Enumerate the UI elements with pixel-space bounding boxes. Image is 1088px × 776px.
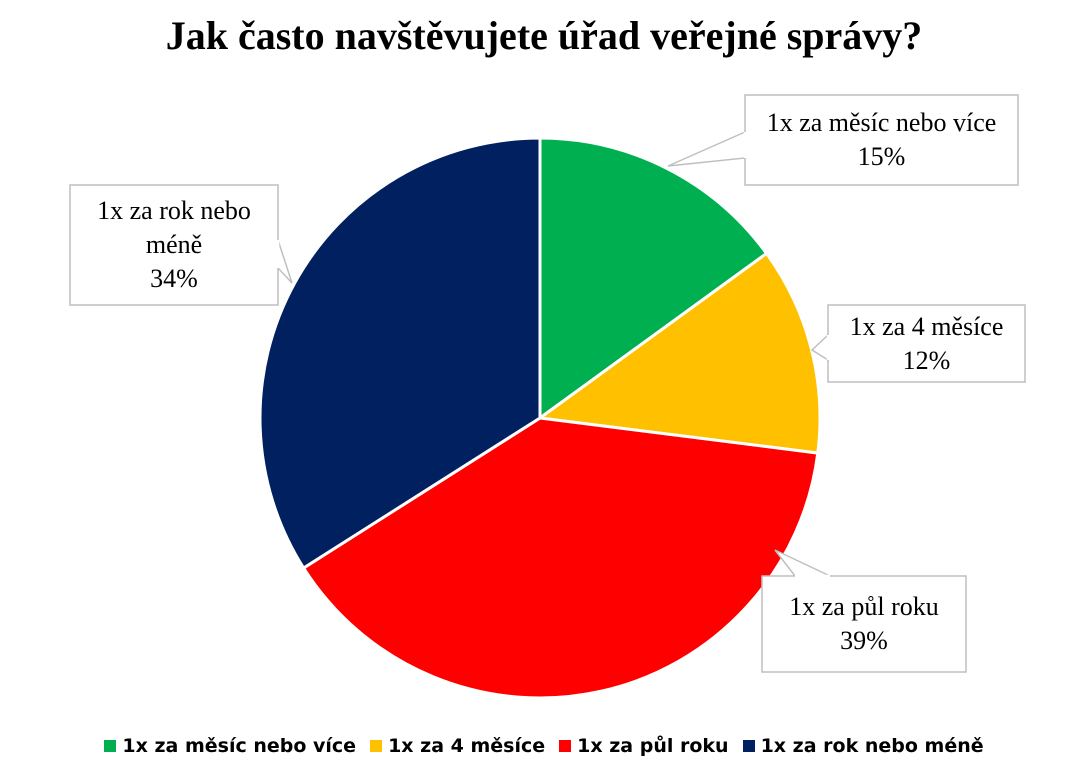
legend-item: 1x za 4 měsíce bbox=[370, 735, 545, 757]
legend: 1x za měsíc nebo více 1x za 4 měsíce 1x za… bbox=[0, 735, 1088, 757]
callout-box bbox=[827, 304, 1026, 383]
data-label-category: 1x za rok nebo méně bbox=[97, 196, 251, 259]
legend-swatch bbox=[559, 740, 572, 752]
callout-pointer bbox=[277, 239, 293, 284]
legend-label: 1x za půl roku bbox=[577, 735, 729, 757]
legend-item: 1x za měsíc nebo více bbox=[104, 735, 356, 757]
callout-box bbox=[744, 94, 1019, 186]
chart-title: Jak často navštěvujete úřad veřejné sprá… bbox=[165, 13, 923, 58]
data-label-value: 39% bbox=[840, 626, 888, 655]
pie-slice bbox=[538, 136, 769, 421]
legend-swatch bbox=[370, 740, 383, 752]
callout-pointer bbox=[667, 130, 746, 167]
legend-label: 1x za rok nebo méně bbox=[760, 735, 984, 757]
callout-box bbox=[761, 575, 967, 673]
legend-label: 1x za 4 měsíce bbox=[388, 735, 546, 757]
callout-box bbox=[69, 184, 279, 306]
legend-item: 1x za půl roku bbox=[559, 735, 729, 757]
data-label: 1x za měsíc nebo více 15% bbox=[753, 95, 1010, 185]
pie-slice bbox=[258, 136, 542, 571]
pie-slice bbox=[536, 251, 822, 455]
legend-swatch bbox=[742, 740, 755, 752]
data-label-value: 34% bbox=[150, 264, 198, 293]
legend-swatch bbox=[104, 740, 117, 752]
data-label: 1x za 4 měsíce 12% bbox=[836, 305, 1017, 382]
legend-item: 1x za rok nebo méně bbox=[742, 735, 984, 757]
data-label: 1x za rok nebo méně 34% bbox=[78, 185, 270, 305]
data-label-category: 1x za půl roku bbox=[789, 592, 939, 621]
legend-label: 1x za měsíc nebo více bbox=[122, 735, 357, 757]
data-label-category: 1x za měsíc nebo více bbox=[766, 108, 997, 137]
data-label-value: 15% bbox=[857, 142, 906, 171]
data-label-category: 1x za 4 měsíce bbox=[849, 311, 1004, 341]
data-label-value: 12% bbox=[902, 345, 951, 375]
callout-pointer bbox=[774, 549, 831, 577]
data-label: 1x za půl roku 39% bbox=[770, 576, 958, 672]
